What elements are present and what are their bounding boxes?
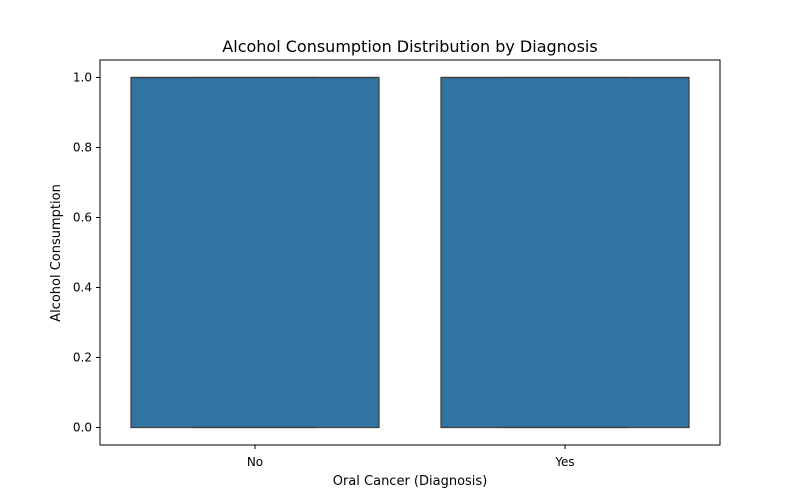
boxes-layer [130,76,690,429]
y-ticks: 0.0 0.2 0.4 0.6 0.8 1.0 [73,71,100,435]
y-tick-label: 0.6 [73,211,92,225]
box-iqr-yes [440,76,690,429]
x-tick-label: Yes [554,455,574,469]
chart-title: Alcohol Consumption Distribution by Diag… [222,37,597,56]
box-no [130,76,380,429]
y-tick-label: 1.0 [73,71,92,85]
plot-frame [99,59,721,446]
axes-layer [99,59,721,446]
y-tick-label: 0.4 [73,281,92,295]
y-tick-label: 0.2 [73,351,92,365]
box-yes [440,76,690,429]
box-iqr-no [130,76,380,429]
y-axis-label: Alcohol Consumption [49,184,64,322]
x-ticks: No Yes [247,445,575,469]
y-tick-label: 0.8 [73,141,92,155]
y-tick-label: 0.0 [73,421,92,435]
x-axis-label: Oral Cancer (Diagnosis) [333,474,488,489]
x-tick-label: No [247,455,263,469]
